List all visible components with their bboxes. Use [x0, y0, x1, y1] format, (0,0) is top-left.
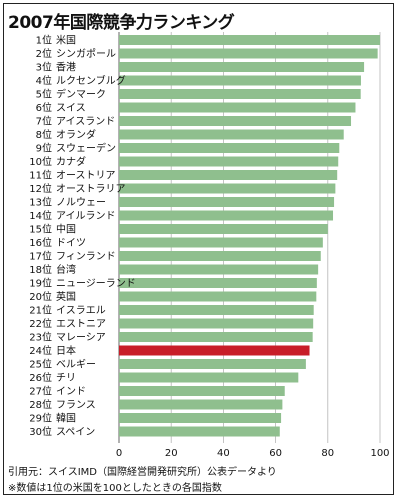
category-label-10: 10位 カナダ [29, 155, 86, 168]
bar-30 [119, 426, 280, 437]
category-label-23: 23位 マレーシア [29, 331, 106, 344]
category-label-28: 28位 フランス [29, 398, 96, 411]
category-label-17: 17位 フィンランド [29, 250, 116, 263]
bar-2 [119, 48, 378, 59]
category-label-25: 25位 ベルギー [29, 358, 96, 371]
category-label-24: 24位 日本 [29, 344, 76, 357]
bar-18 [119, 264, 319, 275]
category-label-16: 16位 ドイツ [29, 236, 86, 249]
bar-5 [119, 89, 361, 99]
category-label-5: 5位 デンマーク [36, 88, 106, 101]
category-label-4: 4位 ルクセンブルグ [36, 74, 126, 87]
bar-19 [119, 278, 317, 288]
bar-24 [119, 345, 310, 356]
category-labels: 1位 米国2位 シンガポール3位 香港4位 ルクセンブルグ5位 デンマーク6位 スイス7位ア… [29, 34, 136, 439]
category-label-27: 27位 インド [29, 385, 86, 398]
category-label-7: 7位 アイスランド [36, 115, 116, 128]
category-label-15: 15位 中国 [29, 223, 76, 236]
bar-27 [119, 386, 285, 396]
bars [119, 35, 380, 437]
bar-8 [119, 129, 344, 140]
category-label-2: 2位 シンガポール [36, 47, 116, 60]
category-label-11: 11位 オーストリア [29, 169, 115, 182]
bar-16 [119, 237, 323, 248]
x-tick-label-60: 60 [269, 448, 282, 459]
bar-26 [119, 372, 299, 383]
category-label-21: 21位 イスラエル [29, 304, 105, 317]
bar-14 [119, 210, 334, 221]
category-label-9: 9位 スウェーデン [36, 142, 116, 155]
category-label-18: 18位 台湾 [29, 263, 76, 276]
chart-title: 2007年国際競争力ランキング [8, 13, 235, 33]
bar-11 [119, 170, 338, 180]
category-label-19: 19位 ニュージーランド [29, 277, 136, 290]
category-label-8: 8位 オランダ [36, 128, 96, 141]
bar-20 [119, 291, 317, 302]
category-label-26: 26位 チリ [29, 371, 76, 384]
bar-29 [119, 413, 282, 423]
bar-15 [119, 224, 328, 234]
bar-28 [119, 399, 283, 410]
category-label-1: 1位 米国 [36, 34, 76, 47]
x-tick-label-20: 20 [165, 448, 178, 459]
bar-3 [119, 62, 365, 72]
category-label-22: 22位 エストニア [29, 317, 106, 330]
bar-4 [119, 75, 361, 86]
bar-1 [119, 35, 380, 45]
category-label-3: 3位 香港 [36, 61, 76, 74]
category-label-12: 12位 オーストラリア [29, 182, 125, 195]
bar-22 [119, 318, 314, 329]
bar-chart: 1位 米国2位 シンガポール3位 香港4位 ルクセンブルグ5位 デンマーク6位 スイス7位ア… [29, 32, 390, 459]
bar-9 [119, 143, 340, 153]
x-tick-label-100: 100 [370, 448, 389, 459]
category-label-13: 13位 ノルウェー [29, 196, 106, 209]
x-tick-label-40: 40 [217, 448, 230, 459]
chart-frame [3, 3, 394, 495]
category-label-29: 29位 韓国 [29, 412, 76, 425]
category-label-30: 30位 スペイン [29, 425, 95, 438]
category-label-20: 20位 英国 [29, 290, 76, 303]
index-note: ※数値は1位の米国を100としたときの各国指数 [8, 483, 222, 494]
bar-17 [119, 251, 321, 261]
bar-7 [119, 116, 352, 126]
bar-10 [119, 156, 339, 167]
source-note: 引用元：スイスIMD（国際経営開発研究所）公表データより [8, 467, 277, 478]
bar-13 [119, 197, 335, 207]
x-tick-label-80: 80 [321, 448, 334, 459]
bar-21 [119, 305, 314, 315]
bar-25 [119, 359, 306, 369]
category-label-6: 6位 スイス [36, 101, 86, 114]
bar-23 [119, 332, 313, 342]
category-label-14: 14位 アイルランド [29, 209, 115, 222]
bar-12 [119, 183, 336, 194]
bar-6 [119, 102, 356, 113]
x-tick-labels: 0 20 40 60 80 100 [116, 448, 390, 459]
x-tick-label-0: 0 [116, 448, 122, 459]
